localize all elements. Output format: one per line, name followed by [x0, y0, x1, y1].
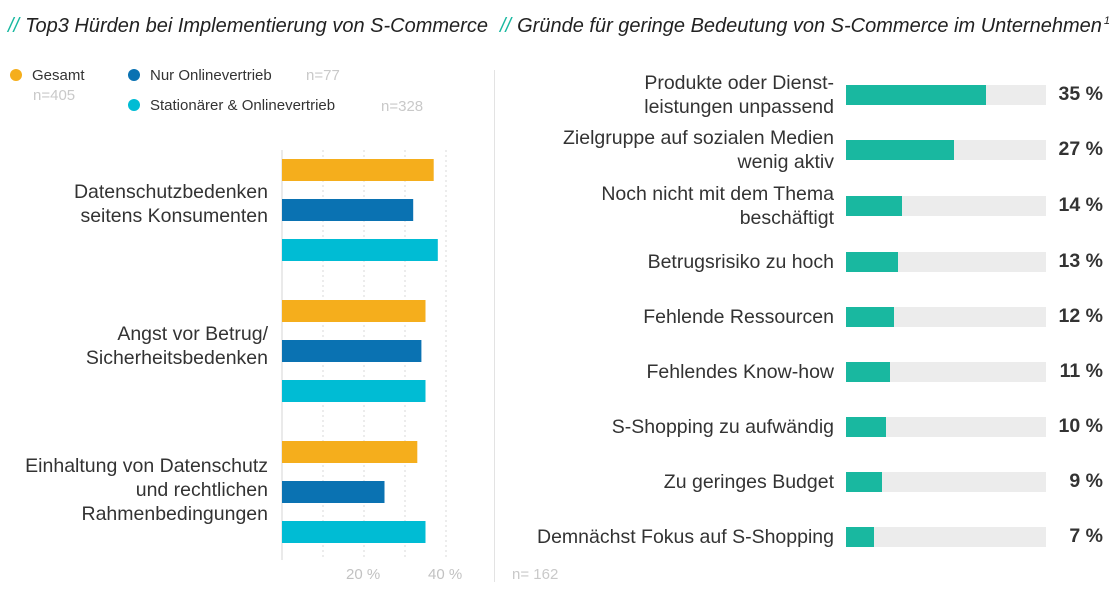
- right-category-label: Zu geringes Budget: [474, 470, 834, 494]
- value-label: 11 %: [1059, 360, 1103, 382]
- right-category-label-line: Fehlendes Know-how: [646, 361, 834, 383]
- bar-5: [846, 307, 894, 327]
- value-label: 10 %: [1058, 415, 1103, 437]
- bar-gesamt-3: [282, 441, 418, 463]
- right-category-label: Noch nicht mit dem Thema beschäftigt: [474, 182, 834, 230]
- left-category-label-line: Rahmenbedingungen: [81, 503, 269, 525]
- right-category-label-line: Noch nicht mit dem Thema: [601, 183, 834, 205]
- bar-track-7: [846, 417, 1046, 437]
- right-category-label: Fehlende Ressourcen: [474, 305, 834, 329]
- left-category-label: Datenschutzbedenken seitens Konsumenten: [0, 180, 268, 228]
- left-title-text: Top3 Hürden bei Implementierung von S-Co…: [25, 15, 488, 37]
- left-category-label-line: Angst vor Betrug/: [117, 323, 268, 345]
- x-tick-20: 20 %: [346, 566, 381, 583]
- right-category-label-line: S-Shopping zu aufwändig: [611, 416, 834, 438]
- legend-item-stationaer: Stationärer & Onlinevertrieb: [128, 97, 335, 114]
- left-bar-chart: [281, 150, 447, 560]
- left-category-label: Angst vor Betrug/Sicherheitsbedenken: [0, 322, 268, 370]
- left-bars: [282, 159, 438, 543]
- bar-6: [846, 362, 890, 382]
- value-label: 35 %: [1058, 83, 1103, 105]
- legend-dot-stationaer: [128, 99, 140, 111]
- left-category-label-line: Sicherheitsbedenken: [85, 347, 268, 369]
- bar-track-9: [846, 527, 1046, 547]
- panel-divider: [494, 70, 495, 582]
- right-title-text: Gründe für geringe Bedeutung von S-Comme…: [517, 15, 1102, 37]
- right-category-label-line: Zielgruppe auf sozialen Medien: [562, 127, 834, 149]
- value-label: 7 %: [1069, 525, 1103, 547]
- legend-dot-gesamt: [10, 69, 22, 81]
- legend-label-gesamt: Gesamt: [32, 67, 85, 84]
- legend-n-gesamt: n=405: [33, 87, 76, 104]
- bar-2: [846, 140, 954, 160]
- right-category-label-line: Fehlende Ressourcen: [643, 306, 834, 328]
- right-category-label-line: wenig aktiv: [737, 151, 834, 173]
- right-category-label: Produkte oder Dienst-leistungen unpassen…: [474, 71, 834, 119]
- right-n-label: n= 162: [512, 566, 559, 583]
- bar-nur-onlinevertrieb-3: [282, 481, 385, 503]
- right-category-label-line: Betrugsrisiko zu hoch: [647, 251, 834, 273]
- right-bars: [846, 85, 1046, 547]
- right-category-label: Fehlendes Know-how: [474, 360, 834, 384]
- bar-3: [846, 196, 902, 216]
- value-label: 12 %: [1058, 305, 1103, 327]
- right-category-label: Zielgruppe auf sozialen Medien wenig akti…: [474, 126, 834, 174]
- bar-gesamt-2: [282, 300, 426, 322]
- bar-track-8: [846, 472, 1046, 492]
- bar-4: [846, 252, 898, 272]
- right-category-label-line: Produkte oder Dienst-: [644, 72, 834, 94]
- left-category-label-line: und rechtlichen: [135, 479, 268, 501]
- bar-station-rer-onlinevertrieb-1: [282, 239, 438, 261]
- bar-nur-onlinevertrieb-2: [282, 340, 422, 362]
- bar-7: [846, 417, 886, 437]
- bar-track-5: [846, 307, 1046, 327]
- right-category-label-line: Demnächst Fokus auf S-Shopping: [537, 526, 834, 548]
- left-category-label: Einhaltung von Datenschutz und rechtliche…: [0, 454, 268, 526]
- bar-station-rer-onlinevertrieb-2: [282, 380, 426, 402]
- legend-item-gesamt: Gesamt: [10, 67, 85, 84]
- title-slashes: //: [500, 15, 512, 37]
- left-category-label-line: seitens Konsumenten: [80, 205, 268, 227]
- bar-station-rer-onlinevertrieb-3: [282, 521, 426, 543]
- left-category-label-line: Einhaltung von Datenschutz: [25, 455, 268, 477]
- legend-dot-nur-online: [128, 69, 140, 81]
- legend-item-nur-online: Nur Onlinevertrieb: [128, 67, 272, 84]
- left-chart-title: //Top3 Hürden bei Implementierung von S-…: [8, 15, 488, 38]
- right-chart-title: //Gründe für geringe Bedeutung von S-Com…: [500, 15, 1110, 38]
- bar-9: [846, 527, 874, 547]
- right-category-label: Demnächst Fokus auf S-Shopping: [474, 525, 834, 549]
- right-category-label: Betrugsrisiko zu hoch: [474, 250, 834, 274]
- footnote-marker: 1: [1103, 15, 1110, 28]
- bar-1: [846, 85, 986, 105]
- value-label: 27 %: [1058, 138, 1103, 160]
- bar-gesamt-1: [282, 159, 434, 181]
- x-tick-40: 40 %: [428, 566, 463, 583]
- right-category-label-line: beschäftigt: [739, 207, 834, 229]
- bar-nur-onlinevertrieb-1: [282, 199, 414, 221]
- title-slashes: //: [8, 15, 20, 37]
- legend-label-nur-online: Nur Onlinevertrieb: [150, 67, 272, 84]
- legend-n-stationaer: n=328: [381, 98, 424, 115]
- bar-8: [846, 472, 882, 492]
- legend-label-stationaer: Stationärer & Onlinevertrieb: [150, 97, 336, 114]
- value-label: 13 %: [1058, 250, 1103, 272]
- right-category-label-line: Zu geringes Budget: [663, 471, 834, 493]
- right-category-label: S-Shopping zu aufwändig: [474, 415, 834, 439]
- value-label: 9 %: [1069, 470, 1103, 492]
- left-category-label-line: Datenschutzbedenken: [73, 181, 268, 203]
- legend-n-nur-online: n=77: [306, 67, 340, 84]
- bar-track-6: [846, 362, 1046, 382]
- right-category-label-line: leistungen unpassend: [644, 96, 834, 118]
- value-label: 14 %: [1058, 194, 1103, 216]
